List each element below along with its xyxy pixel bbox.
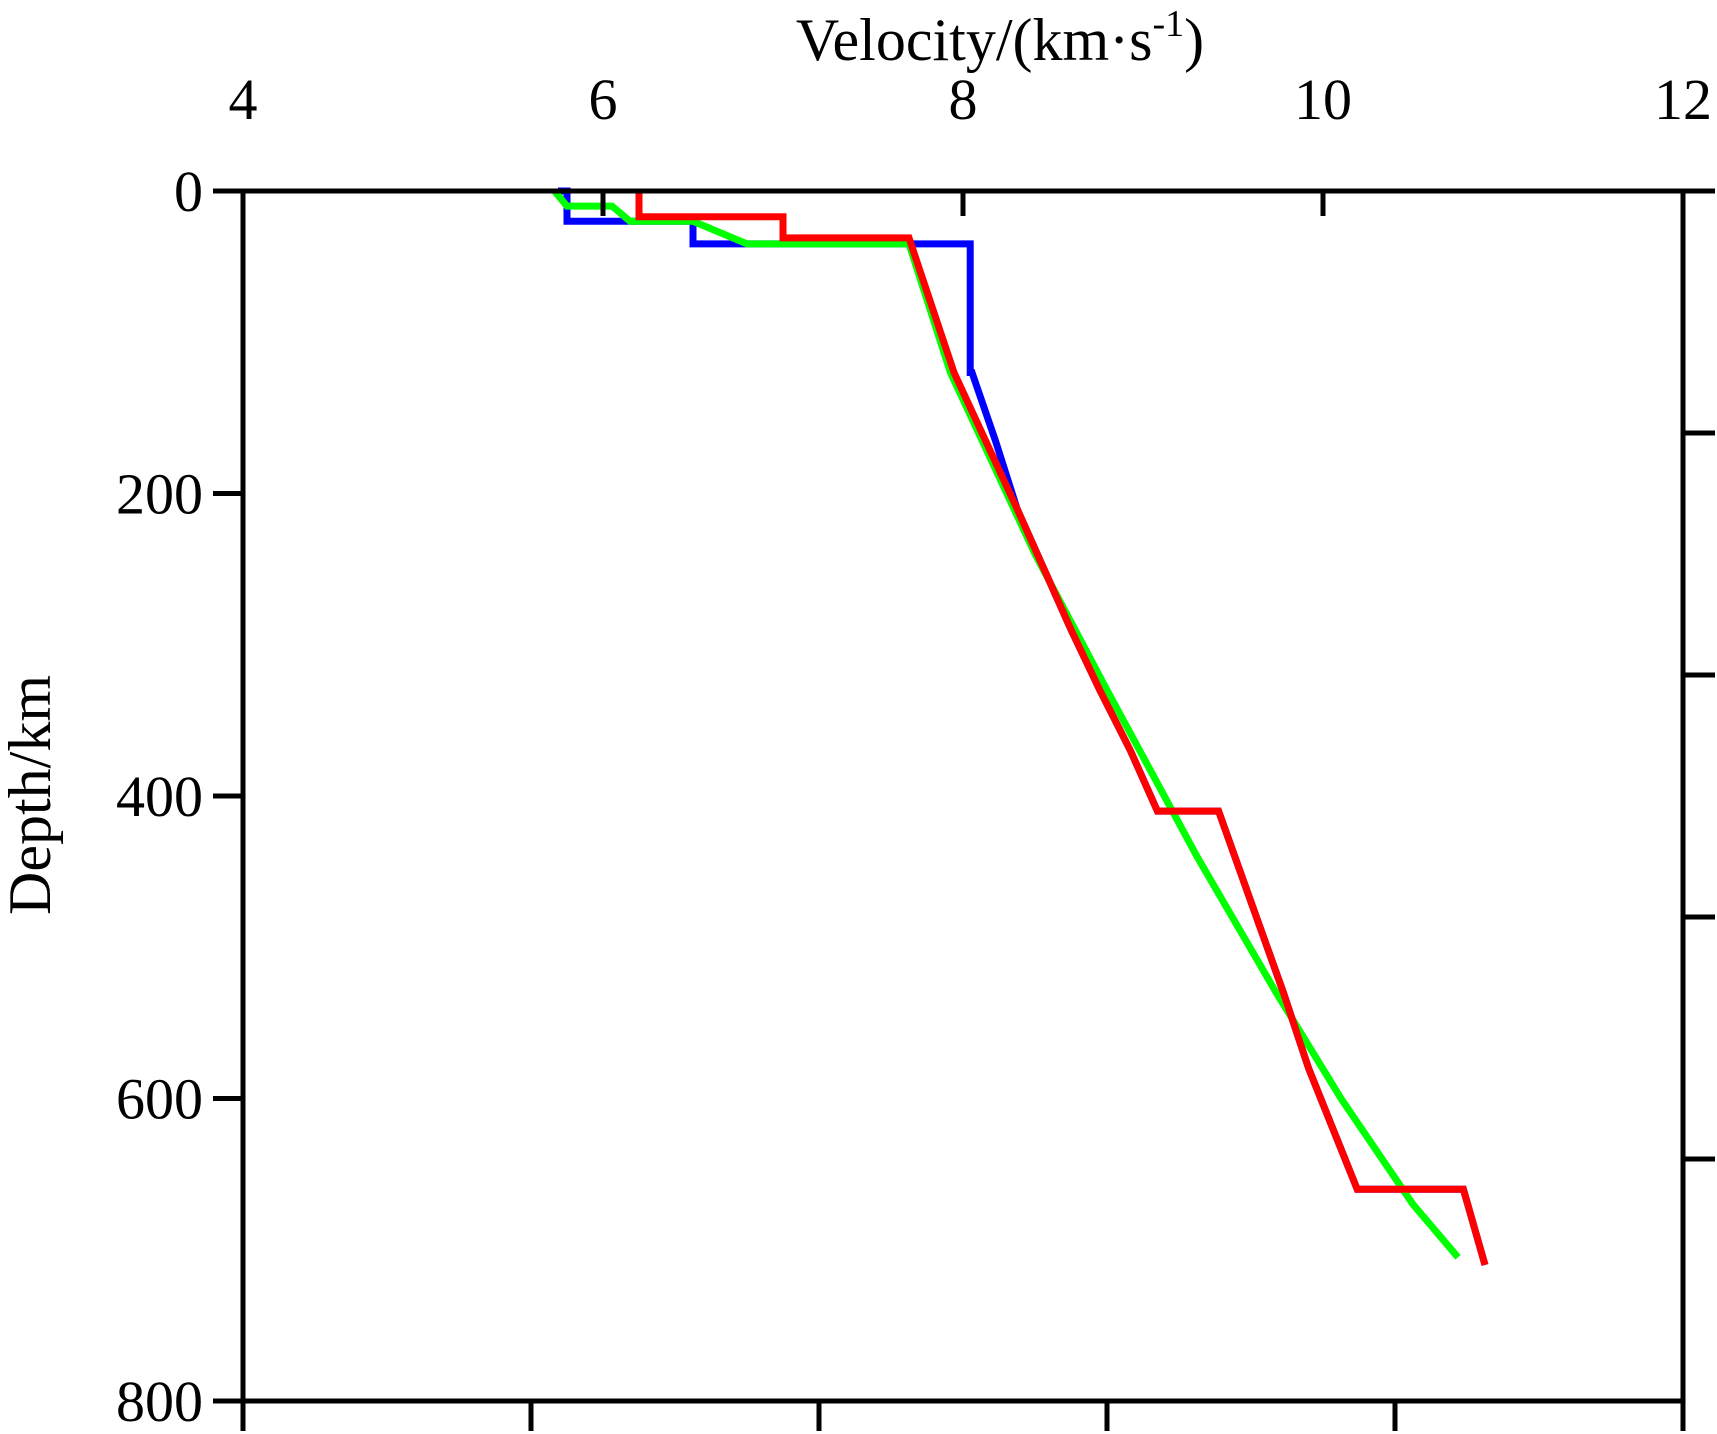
axes-layer <box>213 188 1715 1431</box>
y-tick-label-600: 600 <box>116 1067 203 1132</box>
series-line-3 <box>635 191 1489 1266</box>
x-axis-title-main: Velocity/(km·s <box>796 7 1153 73</box>
x-tick-label-4: 4 <box>229 67 258 132</box>
y-tick-label-200: 200 <box>116 462 203 527</box>
x-tick-label-8: 8 <box>949 67 978 132</box>
y-tick-label-400: 400 <box>116 764 203 829</box>
y-tick-label-0: 0 <box>174 159 203 224</box>
x-tick-label-6: 6 <box>589 67 618 132</box>
x-axis-title-sup: -1 <box>1152 3 1184 45</box>
series-layer <box>551 187 1489 1266</box>
y-axis-title: Depth/km <box>0 675 63 915</box>
y-tick-label-800: 800 <box>116 1369 203 1434</box>
x-tick-label-12: 12 <box>1654 67 1712 132</box>
x-axis-title: Velocity/(km·s-1) <box>796 3 1204 73</box>
labels-layer: 4 6 8 10 12 0 200 400 600 800 <box>116 67 1712 1434</box>
x-tick-label-10: 10 <box>1294 67 1352 132</box>
x-axis-title-close: ) <box>1184 7 1204 73</box>
